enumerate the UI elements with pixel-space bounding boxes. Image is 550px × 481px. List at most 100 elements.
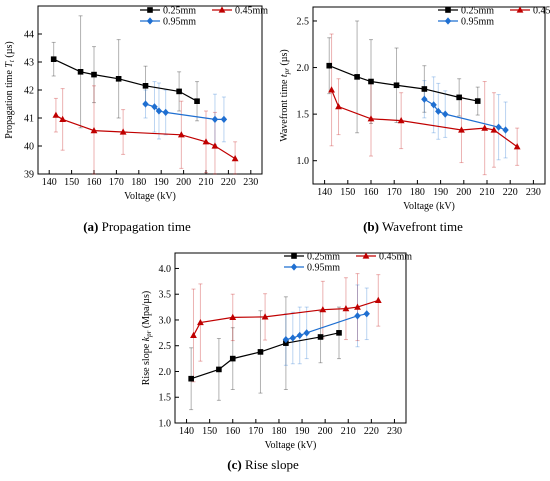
x-tick-label: 140 [42,177,57,188]
y-tick-label: 40 [24,142,34,153]
data-point [190,331,197,339]
data-point [317,334,324,340]
data-point [142,100,149,108]
data-point [367,115,375,122]
data-point [328,86,335,93]
x-tick-label: 160 [364,187,379,198]
data-point [354,303,361,310]
data-point [119,128,127,135]
series-line [55,114,236,160]
data-point [393,82,400,89]
data-point [336,330,342,336]
x-tick-label: 210 [199,177,214,188]
data-point [142,83,149,89]
data-point [456,94,462,101]
data-point [421,95,428,103]
data-point [335,103,342,110]
data-point [290,263,298,271]
legend-label: 0.45mm [379,252,412,263]
legend-label: 0.95mm [163,17,196,28]
data-point [115,76,122,82]
data-point [90,127,98,134]
plot-frame [37,5,263,175]
data-point [176,88,182,95]
data-point [490,126,498,133]
x-tick-label: 210 [480,187,495,198]
x-tick-label: 140 [179,426,194,437]
data-point [151,103,158,111]
x-tick-label: 140 [317,187,332,198]
x-tick-label: 170 [387,187,402,198]
x-axis-label: Voltage (kV) [403,201,455,212]
x-tick-label: 150 [64,177,79,188]
y-tick-label: 2.0 [297,63,310,74]
data-point [421,86,428,92]
x-tick-label: 180 [410,187,425,198]
data-point [368,78,374,85]
data-point [155,107,163,115]
y-tick-label: 44 [24,30,34,41]
legend-label: 0.25mm [163,6,196,17]
x-tick-label: 190 [433,187,448,198]
data-point [303,329,310,337]
chart-caption: (a) Propagation time [83,219,191,234]
y-axis-label: Rise slope kpr (Mpa/µs) [141,291,153,386]
data-point [516,6,524,13]
data-point [444,17,452,25]
data-point [282,335,290,344]
data-point [435,107,442,115]
legend-label: 0.95mm [461,17,494,28]
data-point [91,71,97,78]
data-point [363,310,370,318]
chart-caption: (c) Rise slope [227,457,299,472]
data-point [194,98,200,104]
data-point [291,253,297,259]
plot-frame [174,252,407,424]
x-tick-label: 220 [221,177,236,188]
data-point [289,334,297,342]
data-point [188,375,194,382]
data-point [458,126,465,133]
data-point [283,340,289,346]
chart-caption: (b) Wavefront time [363,219,463,234]
x-tick-label: 180 [131,177,146,188]
data-point [481,124,489,131]
y-axis-label: Wavefront time tpr (µs) [279,49,291,142]
x-tick-label: 220 [364,426,379,437]
x-tick-label: 150 [202,426,217,437]
x-tick-label: 190 [154,177,169,188]
data-point [354,312,361,320]
x-tick-label: 200 [318,426,333,437]
data-point [495,123,502,131]
y-tick-label: 3.0 [159,315,172,326]
y-tick-label: 3.5 [159,290,172,301]
data-point [430,101,437,109]
x-tick-label: 230 [387,426,402,437]
y-tick-label: 41 [24,114,34,125]
x-tick-label: 180 [271,426,286,437]
y-axis-label: Propagation time Tt (µs) [4,41,16,138]
x-tick-label: 200 [456,187,471,198]
data-point [202,138,210,145]
x-tick-label: 220 [503,187,518,198]
x-tick-label: 170 [109,177,124,188]
data-point [362,252,370,259]
legend-label: 0.25mm [307,252,340,263]
data-point [261,313,269,320]
data-point [397,117,405,124]
data-point [445,7,451,13]
y-tick-label: 39 [24,170,34,181]
data-point [77,69,84,75]
legend-label: 0.45mm [533,6,550,17]
chart-c: 140 150 160 170 180 190 200 210 220 230 1.0 1.5 2.0 2… [141,252,412,473]
data-point [220,115,228,123]
y-tick-label: 1.0 [297,156,310,167]
data-point [229,313,237,320]
data-point [326,62,333,69]
data-point [177,131,185,138]
legend-label: 0.25mm [461,6,494,17]
data-point [342,305,350,312]
chart-b: 140 150 160 170 180 190 200 210 220 230 1.0 1.5 2.0 2… [279,6,550,235]
data-point [257,349,264,355]
data-point [50,56,57,62]
